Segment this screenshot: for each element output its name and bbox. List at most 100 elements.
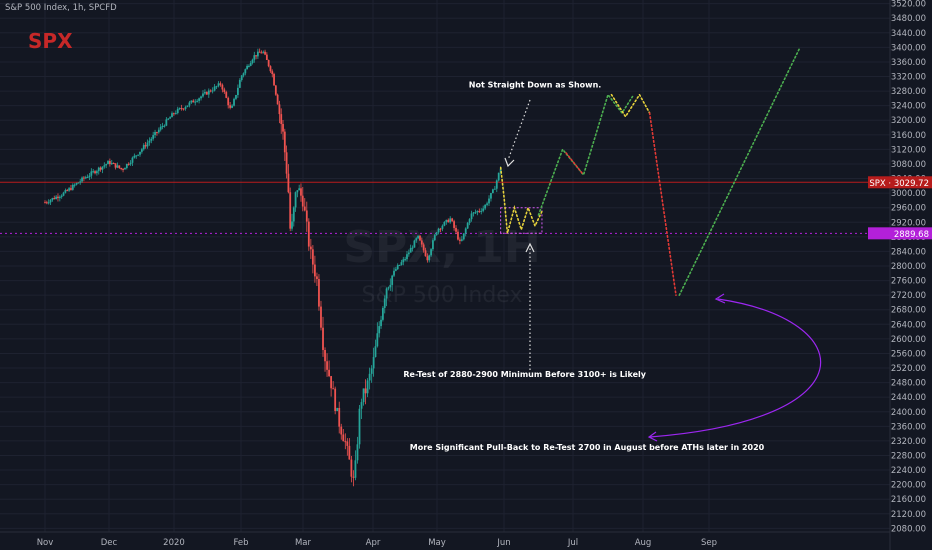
candle-body — [64, 190, 67, 193]
candle-body — [95, 171, 98, 174]
projection-yellow-top — [610, 93, 651, 119]
candle-body — [253, 55, 256, 60]
candle-body — [47, 202, 50, 204]
price-level-label: SPX · 3029.72 — [869, 179, 929, 189]
candle-body — [108, 161, 111, 165]
candle-body — [491, 189, 494, 194]
candle-body — [180, 108, 183, 110]
candle-body — [244, 69, 247, 74]
candle-body — [172, 113, 175, 115]
candle-body — [150, 138, 153, 141]
watermark-name: S&P 500 Index — [362, 283, 523, 308]
candle-body — [334, 388, 337, 411]
candle-body — [242, 73, 245, 76]
y-tick-label: 3000.00 — [891, 189, 926, 199]
candle-body — [409, 248, 412, 253]
candle-body — [488, 198, 490, 204]
candle-body — [391, 275, 394, 285]
y-tick-label: 2360.00 — [891, 422, 926, 432]
y-tick-label: 2200.00 — [891, 481, 926, 491]
candle-body — [139, 151, 141, 155]
y-tick-label: 2920.00 — [891, 218, 926, 228]
candle-body — [292, 207, 295, 222]
candle-body — [443, 221, 446, 226]
candle-body — [324, 349, 326, 362]
x-tick-label: Dec — [101, 538, 118, 548]
candle-body — [415, 238, 418, 241]
candle-body — [133, 155, 136, 158]
candle-body — [258, 51, 261, 53]
candle-body — [176, 108, 179, 114]
range-box — [500, 207, 543, 234]
candle-body — [472, 212, 475, 214]
candle-body — [146, 142, 149, 147]
candle-body — [231, 105, 233, 108]
candle-body — [476, 210, 479, 213]
x-tick-label: Aug — [635, 538, 652, 548]
candle-body — [92, 171, 95, 173]
candle-body — [336, 407, 339, 411]
candle-body — [420, 240, 423, 245]
y-tick-label: 3080.00 — [891, 160, 926, 170]
candle-body — [468, 219, 471, 223]
y-tick-label: 3240.00 — [891, 102, 926, 112]
price-level-label-box — [868, 227, 932, 240]
y-tick-label: 2160.00 — [891, 495, 926, 505]
candle-body — [320, 306, 322, 328]
candle-body — [265, 54, 268, 60]
candle-body — [455, 227, 457, 232]
candle-body — [426, 256, 429, 261]
candle-body — [459, 239, 461, 241]
y-tick-label: 3440.00 — [891, 29, 926, 39]
x-tick-label: Jun — [496, 538, 510, 548]
candle-body — [94, 171, 96, 174]
candle-body — [289, 192, 292, 229]
candle-body — [77, 182, 80, 184]
candle-body — [182, 108, 185, 110]
candle-body — [152, 135, 155, 139]
y-tick-label: 3120.00 — [891, 145, 926, 155]
candle-body — [307, 221, 310, 247]
candle-body — [71, 184, 74, 190]
candle-body — [460, 239, 463, 241]
y-tick-label: 2600.00 — [891, 335, 926, 345]
annotation-arrowhead-bottom — [525, 242, 535, 253]
y-tick-label: 2120.00 — [891, 510, 926, 520]
candle-body — [246, 65, 249, 70]
candle-body — [316, 276, 318, 280]
candle-body — [163, 125, 166, 127]
x-tick-label: Jul — [567, 538, 578, 548]
candle-body — [328, 369, 330, 377]
candle-body — [62, 192, 65, 196]
candle-body — [225, 92, 228, 98]
candle-body — [256, 51, 259, 57]
candle-body — [394, 269, 397, 271]
x-tick-label: Apr — [366, 538, 381, 548]
candle-body — [305, 210, 308, 222]
candle-body — [221, 84, 224, 90]
candle-body — [385, 288, 388, 299]
candle-body — [262, 51, 265, 53]
candle-body — [311, 249, 314, 265]
candle-body — [352, 476, 355, 478]
candle-body — [129, 162, 132, 165]
candle-body — [432, 240, 434, 250]
candle-body — [301, 195, 304, 207]
candle-body — [398, 264, 401, 266]
candle-body — [127, 163, 130, 165]
candle-body — [380, 319, 382, 327]
candle-body — [387, 287, 390, 289]
candle-body — [237, 87, 239, 95]
candle-body — [356, 444, 359, 461]
y-tick-label: 2400.00 — [891, 408, 926, 418]
candle-body — [484, 204, 487, 209]
x-tick-label: Nov — [37, 538, 54, 548]
projection-yellow-dip — [499, 166, 543, 234]
y-tick-label: 2440.00 — [891, 393, 926, 403]
candle-body — [223, 89, 226, 93]
candle-body — [374, 346, 377, 357]
candle-body — [276, 94, 279, 105]
